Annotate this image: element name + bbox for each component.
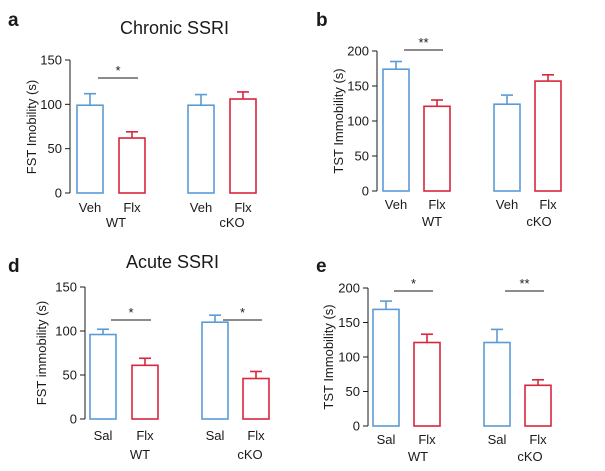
bar-cko-sal [201, 321, 229, 420]
x-category-label: Sal [206, 428, 225, 443]
bar-wt-flx [118, 137, 146, 194]
y-tick-label: 50 [346, 384, 360, 399]
panel-letter-d: d [8, 256, 20, 277]
group-label: cKO [219, 215, 244, 230]
y-axis-label: TST Immobility (s) [331, 68, 346, 173]
group-label: WT [106, 215, 126, 230]
y-tick-label: 0 [353, 419, 360, 434]
significance-marker: * [240, 305, 245, 320]
chart-panel-d: 0 50 100 150 FST immobility (s) Sal Flx WT Sal Fl… [34, 280, 270, 462]
y-tick-label: 100 [55, 324, 77, 339]
panel-letter-b: b [316, 10, 328, 31]
y-tick-label: 150 [347, 79, 369, 94]
bar-wt-sal [372, 308, 400, 427]
x-category-label: Veh [79, 200, 101, 215]
y-tick-label: 150 [55, 280, 77, 295]
x-category-label: Flx [539, 197, 557, 212]
y-tick-label: 150 [40, 53, 62, 68]
bar-cko-sal [483, 341, 511, 427]
y-tick-label: 50 [63, 368, 77, 383]
bar-group1-flx [229, 98, 257, 194]
bar-cko-veh [493, 103, 521, 192]
x-category-label: Flx [136, 428, 154, 443]
x-category-label: Flx [428, 197, 446, 212]
bar-cko-flx [242, 377, 270, 420]
y-axis-label: FST immobility (s) [34, 301, 49, 405]
bar-wt-veh [76, 104, 104, 194]
group-label: cKO [517, 449, 542, 464]
y-tick-label: 0 [70, 412, 77, 427]
significance-marker: * [411, 276, 416, 291]
x-category-label: Veh [496, 197, 518, 212]
y-axis-label: TST Immobility (s) [321, 304, 336, 409]
panel-letter-a: a [8, 10, 19, 31]
bar-cko-flx [524, 384, 552, 427]
y-tick-label: 50 [48, 141, 62, 156]
bar-wt-veh [382, 68, 410, 192]
x-category-label: Flx [529, 432, 547, 447]
title-acute-ssri: Acute SSRI [126, 252, 219, 272]
y-tick-label: 0 [55, 186, 62, 201]
y-tick-label: 200 [347, 44, 369, 59]
x-category-label: Sal [488, 432, 507, 447]
y-axis-label: FST Imobility (s) [24, 80, 39, 174]
group-label: WT [130, 447, 150, 462]
x-category-label: Sal [94, 428, 113, 443]
y-tick-label: 50 [355, 149, 369, 164]
bar-wt-sal [89, 333, 117, 420]
bar-group1-veh [187, 104, 215, 194]
group-label: WT [422, 214, 442, 229]
group-label: cKO [526, 214, 551, 229]
title-chronic-ssri: Chronic SSRI [120, 18, 229, 38]
x-category-label: Flx [418, 432, 436, 447]
x-category-label: Flx [123, 200, 141, 215]
bar-wt-flx [131, 364, 159, 420]
panel-letter-e: e [316, 256, 327, 277]
x-category-label: Veh [385, 197, 407, 212]
group-label: cKO [237, 447, 262, 462]
x-category-label: Flx [247, 428, 265, 443]
y-tick-label: 150 [338, 315, 360, 330]
y-tick-label: 0 [362, 184, 369, 199]
y-tick-label: 100 [347, 114, 369, 129]
bar-wt-flx [413, 341, 441, 427]
significance-marker: ** [519, 276, 529, 291]
y-tick-label: 100 [40, 97, 62, 112]
group-label: WT [408, 449, 428, 464]
x-category-label: Flx [234, 200, 252, 215]
significance-marker: * [115, 63, 120, 78]
bar-wt-flx [423, 105, 451, 192]
x-category-label: Sal [377, 432, 396, 447]
significance-marker: ** [418, 35, 428, 50]
y-tick-label: 200 [338, 281, 360, 296]
y-tick-label: 100 [338, 350, 360, 365]
x-category-label: Veh [190, 200, 212, 215]
bar-cko-flx [534, 80, 562, 192]
significance-marker: * [128, 305, 133, 320]
